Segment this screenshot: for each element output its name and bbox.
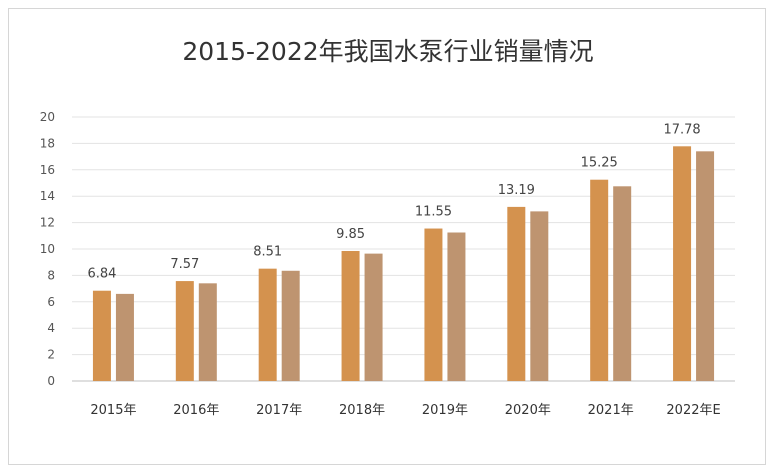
bar xyxy=(696,151,715,381)
y-tick-label: 4 xyxy=(47,321,55,335)
bar xyxy=(673,146,692,381)
data-label: 8.51 xyxy=(253,245,282,260)
data-label: 11.55 xyxy=(415,205,452,220)
x-category-label: 2020年 xyxy=(505,403,551,418)
y-tick-label: 14 xyxy=(40,189,55,203)
gridlines xyxy=(72,116,735,382)
x-axis-categories: 2015年 2016年 2017年 2018年 2019年 2020年 2021年 2022年… xyxy=(90,403,720,418)
y-tick-label: 6 xyxy=(47,295,55,309)
bar xyxy=(198,283,217,381)
bar xyxy=(115,293,134,381)
chart-title: 2015-2022年我国水泵行业销量情况 xyxy=(182,37,594,66)
y-tick-label: 18 xyxy=(40,136,55,150)
bar xyxy=(530,211,549,381)
data-labels: 6.84 7.57 8.51 9.85 11.55 13.19 15.25 17.78 xyxy=(87,122,700,281)
data-label: 13.19 xyxy=(498,183,535,198)
data-label: 7.57 xyxy=(170,257,199,272)
x-category-label: 2021年 xyxy=(588,403,634,418)
x-category-label: 2016年 xyxy=(173,403,219,418)
y-tick-label: 10 xyxy=(40,242,55,256)
data-label: 15.25 xyxy=(581,156,618,171)
x-category-label: 2017年 xyxy=(256,403,302,418)
x-category-label: 2019年 xyxy=(422,403,468,418)
y-tick-label: 20 xyxy=(40,110,55,124)
bar xyxy=(613,186,632,381)
bar xyxy=(175,281,194,381)
x-category-label: 2022年E xyxy=(666,403,720,418)
chart-frame xyxy=(8,8,766,465)
data-label: 6.84 xyxy=(87,267,116,282)
y-tick-label: 12 xyxy=(40,216,55,230)
bar xyxy=(258,268,277,381)
y-tick-label: 8 xyxy=(47,268,55,282)
bar xyxy=(281,270,300,381)
x-category-label: 2018年 xyxy=(339,403,385,418)
bar xyxy=(92,290,111,381)
bar xyxy=(507,206,526,381)
bar xyxy=(341,250,360,381)
data-label: 9.85 xyxy=(336,227,365,242)
bar xyxy=(447,232,466,381)
bar xyxy=(364,253,383,381)
y-tick-label: 0 xyxy=(47,374,55,388)
y-tick-label: 2 xyxy=(47,348,55,362)
y-axis-ticks: 0 2 4 6 8 10 12 14 16 18 20 xyxy=(40,110,55,388)
data-label: 17.78 xyxy=(663,122,700,137)
x-category-label: 2015年 xyxy=(90,403,136,418)
bar xyxy=(424,228,443,381)
bars xyxy=(92,146,715,381)
y-tick-label: 16 xyxy=(40,163,55,177)
bar xyxy=(590,179,609,381)
